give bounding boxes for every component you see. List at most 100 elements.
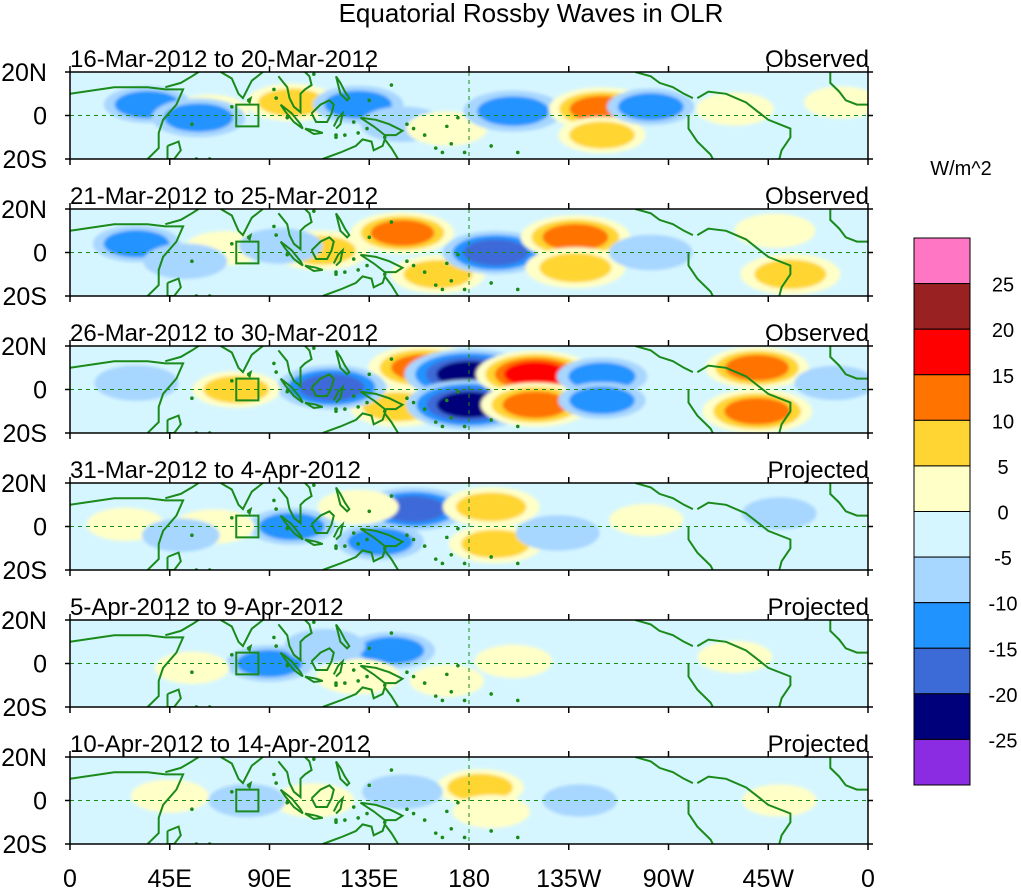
island xyxy=(312,72,316,76)
island xyxy=(462,698,467,703)
anomaly-contour xyxy=(568,362,636,391)
coastline xyxy=(304,264,324,273)
anomaly-contour xyxy=(370,219,435,246)
island xyxy=(433,557,438,561)
island xyxy=(367,235,372,240)
island xyxy=(405,670,409,674)
panel-date-range: 21-Mar-2012 to 25-Mar-2012 xyxy=(70,183,378,210)
coastline xyxy=(687,800,714,844)
y-tick-label: 20N xyxy=(1,744,47,772)
coastline xyxy=(332,384,345,404)
coastline xyxy=(165,483,200,500)
island xyxy=(462,561,467,566)
island xyxy=(515,150,520,155)
colorbar-tick-label: -20 xyxy=(989,685,1018,707)
coastline xyxy=(70,497,185,570)
island xyxy=(422,270,427,274)
coastline xyxy=(310,510,335,534)
island xyxy=(272,87,276,92)
coastline xyxy=(359,116,405,137)
coastline xyxy=(304,127,324,136)
y-tick-label: 0 xyxy=(33,788,47,816)
island xyxy=(445,809,449,814)
anomaly-contour xyxy=(609,503,684,537)
y-tick-label: 20N xyxy=(1,607,47,635)
island xyxy=(190,807,194,811)
coastline xyxy=(332,110,345,130)
coastline xyxy=(335,486,351,513)
island xyxy=(462,150,467,155)
island xyxy=(367,98,372,103)
coastline xyxy=(359,527,405,548)
anomaly-contour xyxy=(477,96,550,126)
coastline xyxy=(322,685,399,707)
island xyxy=(411,126,416,131)
x-tick-label: 45W xyxy=(743,865,795,890)
island xyxy=(274,781,278,785)
coastline xyxy=(70,223,185,296)
island xyxy=(334,546,338,551)
island xyxy=(389,83,394,87)
island xyxy=(445,398,449,403)
index-box-region xyxy=(235,514,260,539)
island xyxy=(433,831,438,835)
anomaly-contour xyxy=(569,386,635,415)
island xyxy=(422,133,427,137)
coastline xyxy=(310,99,335,123)
panel-date-range: 26-Mar-2012 to 30-Mar-2012 xyxy=(70,320,378,347)
island xyxy=(515,287,520,292)
x-tick-label: 135E xyxy=(340,865,398,890)
anomaly-contour xyxy=(724,397,791,425)
anomaly-contour xyxy=(406,111,488,146)
coastline xyxy=(696,638,792,707)
island xyxy=(382,272,387,277)
island xyxy=(433,283,438,287)
y-tick-label: 0 xyxy=(33,103,47,131)
y-tick-label: 20N xyxy=(1,470,47,498)
x-tick-label: 45E xyxy=(148,865,192,890)
anomaly-contour xyxy=(569,121,635,149)
island xyxy=(365,400,369,405)
coastline xyxy=(246,643,253,653)
colorbar-unit-label: W/m^2 xyxy=(930,158,992,180)
island xyxy=(356,131,360,135)
island xyxy=(272,635,276,640)
coastline xyxy=(335,75,351,102)
island xyxy=(343,407,347,411)
coastline xyxy=(687,389,714,433)
coastline xyxy=(635,483,694,511)
coastline xyxy=(335,623,351,650)
coastline xyxy=(279,377,304,404)
island xyxy=(365,537,369,542)
island xyxy=(389,494,394,498)
coastline xyxy=(279,240,304,267)
colorbar-tick-label: 10 xyxy=(992,411,1014,433)
island xyxy=(449,141,454,146)
island xyxy=(351,394,356,398)
island xyxy=(405,533,409,537)
island xyxy=(285,252,290,257)
coastline xyxy=(310,784,335,808)
y-tick-label: 20S xyxy=(3,420,47,448)
island xyxy=(312,620,316,624)
island xyxy=(230,105,234,109)
anomaly-contour xyxy=(539,252,612,283)
island xyxy=(334,135,338,140)
panel-date-range: 10-Apr-2012 to 14-Apr-2012 xyxy=(70,731,370,758)
island xyxy=(312,346,316,350)
island xyxy=(285,800,290,805)
coastline xyxy=(829,620,868,654)
coastline xyxy=(687,115,714,159)
coastline xyxy=(220,346,264,374)
island xyxy=(433,146,438,150)
island xyxy=(422,681,427,685)
map-panel: 20N 0 20S 5-Apr-2012 to 9-Apr-2012 Projected xyxy=(1,594,873,722)
island xyxy=(440,561,445,566)
y-tick-label: 0 xyxy=(33,240,47,268)
island xyxy=(230,379,234,383)
island xyxy=(449,278,454,283)
island xyxy=(462,835,467,840)
x-tick-label: 0 xyxy=(861,865,875,890)
y-tick-label: 20S xyxy=(3,831,47,859)
coastline xyxy=(335,760,351,787)
